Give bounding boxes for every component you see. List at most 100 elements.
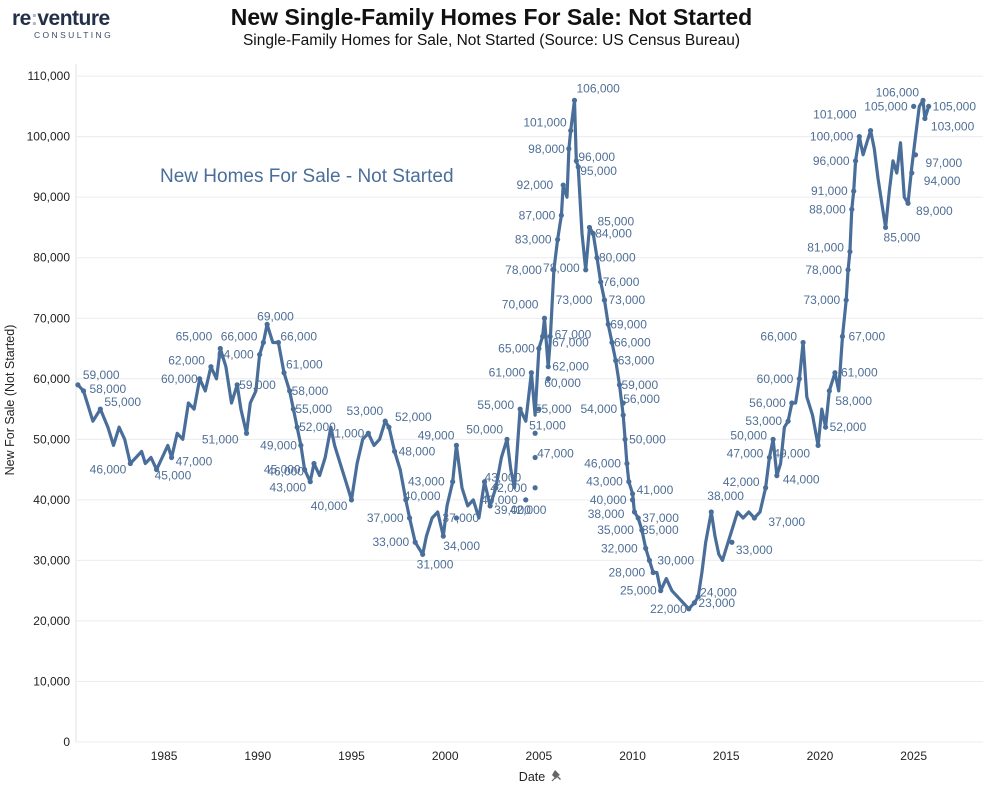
data-point bbox=[365, 430, 371, 436]
data-point bbox=[843, 297, 849, 303]
data-point bbox=[785, 418, 791, 424]
data-point bbox=[639, 527, 645, 533]
data-point bbox=[406, 515, 413, 521]
data-point bbox=[573, 158, 579, 164]
data-point bbox=[635, 515, 641, 521]
data-label: 91,000 bbox=[811, 184, 848, 198]
data-label: 97,000 bbox=[926, 156, 963, 170]
data-point bbox=[80, 388, 87, 394]
data-point bbox=[867, 127, 874, 134]
logo-brand: re:venture bbox=[12, 7, 110, 30]
data-label: 47,000 bbox=[537, 446, 574, 460]
data-point bbox=[481, 479, 488, 485]
x-tick-label: 2025 bbox=[900, 749, 927, 763]
data-label: 106,000 bbox=[876, 85, 920, 99]
data-point bbox=[412, 539, 418, 545]
data-point bbox=[729, 539, 735, 545]
data-label: 28,000 bbox=[608, 566, 645, 580]
data-point bbox=[127, 460, 133, 467]
pin-icon[interactable] bbox=[551, 770, 561, 782]
data-point bbox=[555, 236, 561, 243]
data-label: 40,000 bbox=[311, 499, 348, 513]
data-label: 66,000 bbox=[221, 329, 258, 343]
data-label: 51,000 bbox=[529, 418, 566, 432]
data-label: 33,000 bbox=[372, 535, 409, 549]
data-point bbox=[598, 279, 604, 285]
data-label: 45,000 bbox=[155, 469, 192, 483]
data-label: 46,000 bbox=[90, 463, 127, 477]
y-axis-title: New For Sale (Not Started) bbox=[3, 325, 17, 476]
data-point bbox=[751, 515, 757, 521]
data-point bbox=[796, 376, 802, 382]
data-label: 92,000 bbox=[517, 178, 554, 192]
x-tick-label: 1990 bbox=[244, 749, 271, 763]
data-point bbox=[922, 115, 928, 122]
data-label: 58,000 bbox=[835, 394, 872, 408]
data-point bbox=[626, 479, 632, 485]
data-point bbox=[298, 442, 304, 448]
data-label: 37,000 bbox=[768, 515, 805, 529]
data-label: 73,000 bbox=[803, 293, 840, 307]
data-label: 78,000 bbox=[543, 261, 580, 275]
x-tick-label: 2020 bbox=[807, 749, 834, 763]
data-label: 42,000 bbox=[723, 475, 760, 489]
data-point bbox=[852, 158, 859, 164]
data-point bbox=[566, 146, 572, 152]
data-point bbox=[208, 364, 214, 370]
data-point bbox=[631, 509, 638, 515]
data-point bbox=[382, 418, 388, 424]
data-label: 105,000 bbox=[933, 99, 977, 113]
data-label: 101,000 bbox=[523, 116, 567, 130]
data-label: 50,000 bbox=[730, 428, 767, 442]
data-point bbox=[551, 267, 557, 273]
data-label: 56,000 bbox=[749, 396, 786, 410]
data-label: 83,000 bbox=[515, 233, 552, 247]
data-label: 101,000 bbox=[813, 108, 857, 122]
data-point bbox=[583, 267, 589, 273]
chart-annotation: New Homes For Sale - Not Started bbox=[160, 166, 454, 187]
data-label: 50,000 bbox=[466, 422, 503, 436]
data-label: 66,000 bbox=[614, 335, 651, 349]
data-label: 65,000 bbox=[498, 342, 535, 356]
data-label: 64,000 bbox=[217, 348, 254, 362]
data-point bbox=[590, 230, 596, 237]
data-label: 54,000 bbox=[580, 402, 617, 416]
data-point bbox=[851, 188, 857, 194]
data-label: 62,000 bbox=[552, 360, 589, 374]
data-point bbox=[605, 321, 611, 327]
data-point bbox=[624, 460, 630, 467]
y-tick-label: 0 bbox=[63, 735, 70, 749]
data-point bbox=[926, 103, 932, 109]
data-point bbox=[849, 206, 855, 212]
data-point bbox=[815, 442, 821, 448]
data-point bbox=[650, 569, 656, 576]
data-label: 23,000 bbox=[698, 596, 735, 610]
y-axis: 0 10,000 20,000 30,000 40,000 50,000 60,000 70,… bbox=[27, 69, 71, 749]
data-label: 76,000 bbox=[603, 275, 640, 289]
data-point bbox=[845, 267, 851, 273]
data-point bbox=[260, 339, 266, 346]
data-label: 30,000 bbox=[657, 553, 694, 567]
data-point bbox=[453, 442, 460, 448]
data-label: 62,000 bbox=[168, 354, 205, 368]
data-point bbox=[832, 370, 838, 376]
data-label: 38,000 bbox=[588, 507, 625, 521]
data-label: 55,000 bbox=[295, 402, 332, 416]
data-label: 66,000 bbox=[280, 329, 317, 343]
data-label: 39,000 bbox=[494, 503, 531, 517]
data-point bbox=[348, 497, 355, 503]
data-label: 33,000 bbox=[736, 543, 773, 557]
data-point bbox=[403, 497, 409, 503]
data-label: 103,000 bbox=[931, 119, 975, 133]
data-label: 52,000 bbox=[830, 420, 867, 434]
y-tick-label: 10,000 bbox=[33, 674, 70, 688]
data-label: 40,000 bbox=[404, 489, 441, 503]
data-label: 25,000 bbox=[620, 584, 657, 598]
data-point bbox=[774, 473, 780, 479]
data-label: 85,000 bbox=[884, 230, 921, 244]
data-point bbox=[307, 479, 313, 485]
y-tick-label: 80,000 bbox=[33, 251, 70, 265]
data-label: 56,000 bbox=[623, 392, 660, 406]
x-tick-label: 2005 bbox=[526, 749, 553, 763]
